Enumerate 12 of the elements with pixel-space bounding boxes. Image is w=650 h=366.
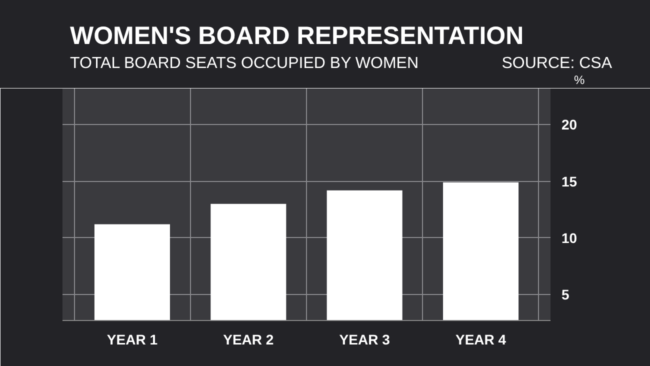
y-tick-label: 10 bbox=[562, 230, 578, 246]
x-tick-label: YEAR 4 bbox=[456, 332, 506, 348]
y-tick-label: 15 bbox=[562, 173, 578, 190]
chart-subtitle: TOTAL BOARD SEATS OCCUPIED BY WOMEN bbox=[70, 56, 418, 72]
chart-title: WOMEN'S BOARD REPRESENTATION bbox=[70, 24, 524, 49]
x-tick-label: YEAR 2 bbox=[223, 332, 274, 348]
axis-label: % bbox=[574, 74, 585, 86]
y-tick-label: 20 bbox=[562, 116, 578, 133]
y-tick-label: 5 bbox=[562, 286, 570, 302]
x-tick-label: YEAR 3 bbox=[339, 332, 390, 348]
source-note: SOURCE: CSA bbox=[502, 56, 612, 72]
x-tick-label: YEAR 1 bbox=[106, 332, 158, 348]
